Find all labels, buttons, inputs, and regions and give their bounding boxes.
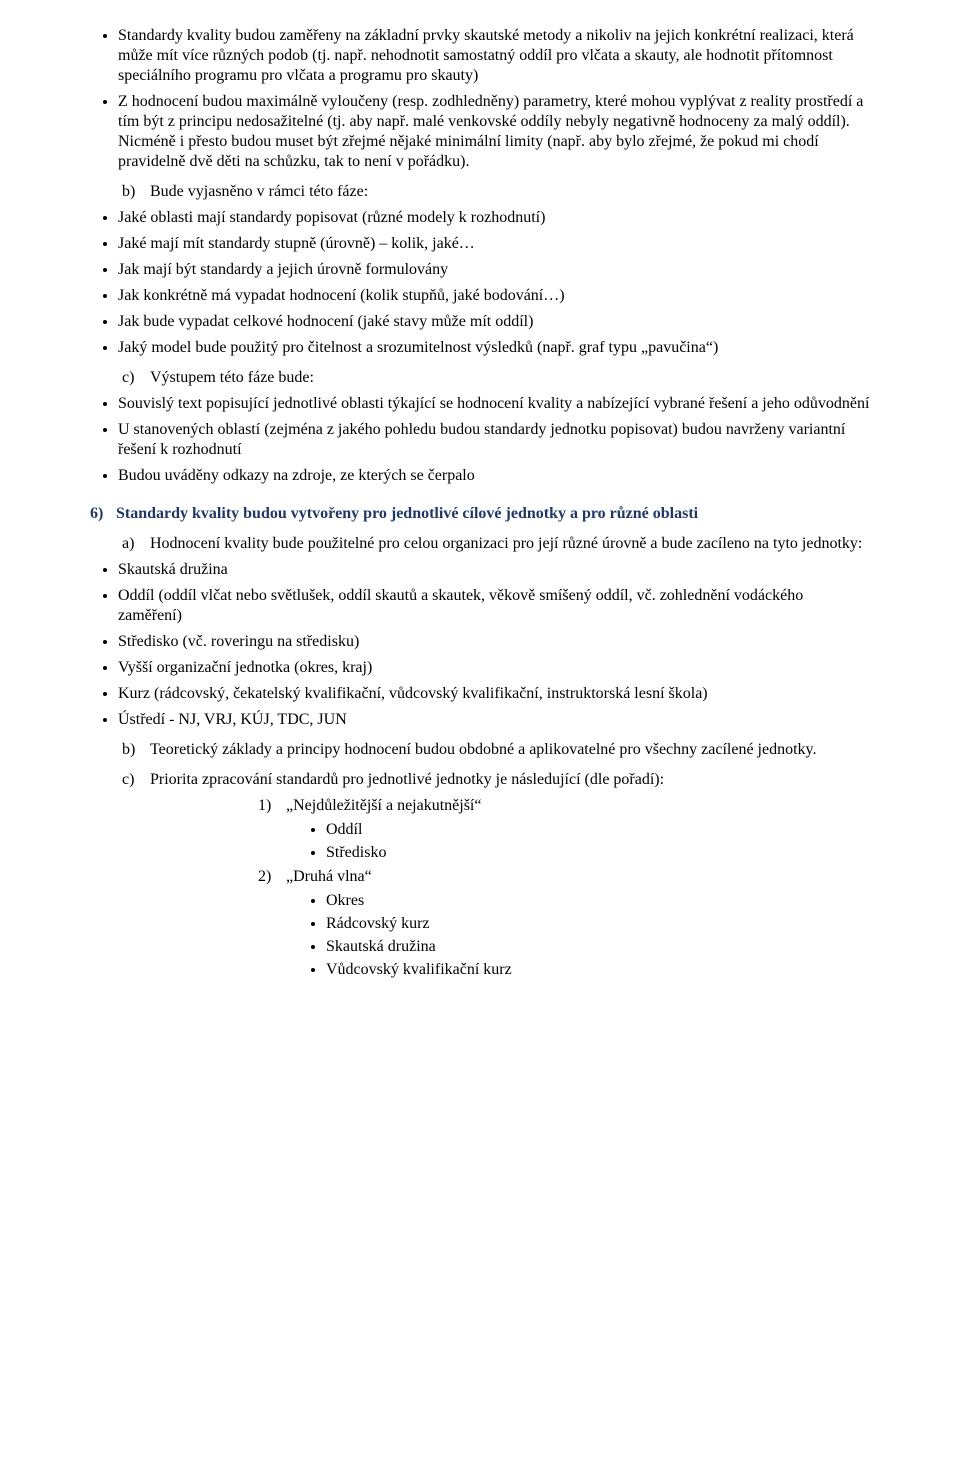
list-item: Oddíl (oddíl vlčat nebo světlušek, oddíl… [118, 586, 870, 626]
list-item: Vůdcovský kvalifikační kurz [326, 960, 870, 980]
letter-item-b: b) Bude vyjasněno v rámci této fáze: [122, 182, 870, 202]
list-item: Jak konkrétně má vypadat hodnocení (koli… [118, 286, 870, 306]
top-bullet-list: Standardy kvality budou zaměřeny na zákl… [90, 26, 870, 172]
list-item: Okres [326, 891, 870, 911]
item-text: Standardy kvality budou zaměřeny na zákl… [118, 27, 854, 84]
sub-num-marker: 2) [258, 867, 286, 887]
sub-num-label: „Nejdůležitější a nejakutnější“ [286, 796, 870, 816]
item-text: Budou uváděny odkazy na zdroje, ze který… [118, 467, 475, 484]
item-text: Jaké mají mít standardy stupně (úrovně) … [118, 235, 475, 252]
list-item: Ústředí - NJ, VRJ, KÚJ, TDC, JUN [118, 710, 870, 730]
letter-text: Hodnocení kvality bude použitelné pro ce… [150, 534, 870, 554]
item-text: Jak mají být standardy a jejich úrovně f… [118, 261, 448, 278]
sec6c1-bullet-list: Oddíl Středisko [298, 820, 870, 863]
item-text: Skautská družina [118, 561, 228, 578]
item-text: Středisko (vč. roveringu na středisku) [118, 633, 359, 650]
item-text: U stanovených oblastí (zejména z jakého … [118, 421, 845, 458]
item-text: Vyšší organizační jednotka (okres, kraj) [118, 659, 372, 676]
section-6: 6) Standardy kvality budou vytvořeny pro… [90, 504, 870, 524]
list-item: Jaké oblasti mají standardy popisovat (r… [118, 208, 870, 228]
list-item: U stanovených oblastí (zejména z jakého … [118, 420, 870, 460]
list-item: Středisko [326, 843, 870, 863]
letter-marker: b) [122, 182, 150, 202]
list-item: Budou uváděny odkazy na zdroje, ze který… [118, 466, 870, 486]
sec6c2-bullet-list: Okres Rádcovský kurz Skautská družina Vů… [298, 891, 870, 980]
item-text: Z hodnocení budou maximálně vyloučeny (r… [118, 93, 863, 170]
item-text: Středisko [326, 844, 386, 861]
b-bullet-list: Jaké oblasti mají standardy popisovat (r… [90, 208, 870, 358]
item-text: Jaké oblasti mají standardy popisovat (r… [118, 209, 545, 226]
letter-text: Výstupem této fáze bude: [150, 368, 870, 388]
letter-marker: c) [122, 770, 150, 790]
letter-item-6b: b) Teoretický základy a principy hodnoce… [122, 740, 870, 760]
item-text: Okres [326, 892, 364, 909]
section-marker: 6) [90, 504, 116, 524]
sec6a-bullet-list: Skautská družina Oddíl (oddíl vlčat nebo… [90, 560, 870, 730]
list-item: Jak mají být standardy a jejich úrovně f… [118, 260, 870, 280]
letter-item-6a: a) Hodnocení kvality bude použitelné pro… [122, 534, 870, 554]
item-text: Oddíl (oddíl vlčat nebo světlušek, oddíl… [118, 587, 803, 624]
list-item: Jaký model bude použitý pro čitelnost a … [118, 338, 870, 358]
letter-marker: c) [122, 368, 150, 388]
list-item: Jak bude vypadat celkové hodnocení (jaké… [118, 312, 870, 332]
list-item: Oddíl [326, 820, 870, 840]
list-item: Souvislý text popisující jednotlivé obla… [118, 394, 870, 414]
item-text: Jak bude vypadat celkové hodnocení (jaké… [118, 313, 533, 330]
item-text: Skautská družina [326, 938, 436, 955]
sub-num-marker: 1) [258, 796, 286, 816]
item-text: Kurz (rádcovský, čekatelský kvalifikační… [118, 685, 708, 702]
item-text: Jak konkrétně má vypadat hodnocení (koli… [118, 287, 565, 304]
list-item: Standardy kvality budou zaměřeny na zákl… [118, 26, 870, 86]
sub-num-2: 2) „Druhá vlna“ [258, 867, 870, 887]
letter-marker: a) [122, 534, 150, 554]
letter-text: Priorita zpracování standardů pro jednot… [150, 770, 870, 790]
list-item: Rádcovský kurz [326, 914, 870, 934]
item-text: Rádcovský kurz [326, 915, 430, 932]
letter-item-c: c) Výstupem této fáze bude: [122, 368, 870, 388]
sub-num-label: „Druhá vlna“ [286, 867, 870, 887]
item-text: Ústředí - NJ, VRJ, KÚJ, TDC, JUN [118, 711, 347, 728]
section-heading: Standardy kvality budou vytvořeny pro je… [116, 504, 870, 524]
letter-item-6c: c) Priorita zpracování standardů pro jed… [122, 770, 870, 790]
item-text: Jaký model bude použitý pro čitelnost a … [118, 339, 718, 356]
item-text: Vůdcovský kvalifikační kurz [326, 961, 512, 978]
list-item: Jaké mají mít standardy stupně (úrovně) … [118, 234, 870, 254]
list-item: Středisko (vč. roveringu na středisku) [118, 632, 870, 652]
c-bullet-list: Souvislý text popisující jednotlivé obla… [90, 394, 870, 486]
list-item: Skautská družina [326, 937, 870, 957]
list-item: Z hodnocení budou maximálně vyloučeny (r… [118, 92, 870, 172]
list-item: Skautská družina [118, 560, 870, 580]
item-text: Oddíl [326, 821, 362, 838]
sub-num-1: 1) „Nejdůležitější a nejakutnější“ [258, 796, 870, 816]
item-text: Souvislý text popisující jednotlivé obla… [118, 395, 869, 412]
list-item: Kurz (rádcovský, čekatelský kvalifikační… [118, 684, 870, 704]
letter-text: Bude vyjasněno v rámci této fáze: [150, 182, 870, 202]
list-item: Vyšší organizační jednotka (okres, kraj) [118, 658, 870, 678]
letter-marker: b) [122, 740, 150, 760]
letter-text: Teoretický základy a principy hodnocení … [150, 740, 870, 760]
